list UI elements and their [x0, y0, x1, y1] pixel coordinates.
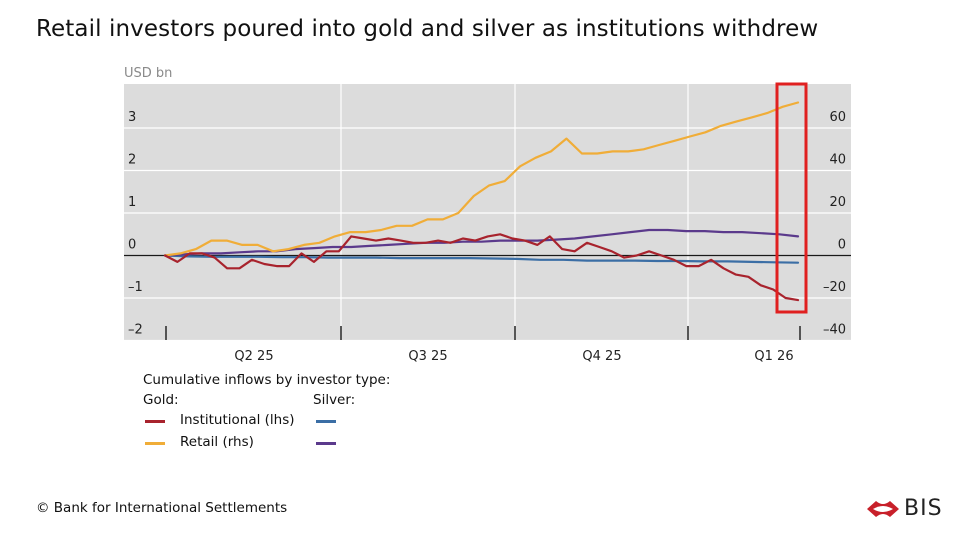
legend-institutional-label: Institutional (lhs) — [180, 412, 295, 428]
bis-logo-text: BIS — [904, 496, 943, 521]
left-tick-label: 3 — [128, 110, 136, 125]
legend-silver-label: Silver: — [313, 392, 356, 408]
right-tick-label: 40 — [829, 153, 846, 168]
chart-title: Retail investors poured into gold and si… — [36, 16, 819, 42]
legend-swatch-silver-institutional — [316, 420, 336, 423]
copyright-footer: © Bank for International Settlements — [36, 500, 288, 516]
grid — [124, 84, 851, 342]
right-tick-label: 0 — [838, 238, 846, 253]
series-gold-institutional — [163, 233, 800, 302]
right-tick-label: 60 — [829, 110, 846, 125]
left-tick-label: 2 — [128, 153, 136, 168]
right-tick-label: –20 — [823, 280, 846, 295]
right-tick-label: –40 — [823, 323, 846, 338]
unit-label: USD bn — [124, 66, 172, 81]
left-tick-label: 0 — [128, 238, 136, 253]
left-tick-label: 1 — [128, 195, 136, 210]
right-tick-label: 20 — [829, 195, 846, 210]
x-tick-label: Q3 25 — [408, 349, 447, 364]
highlight-box — [775, 82, 808, 314]
series-silver-institutional — [163, 254, 800, 264]
x-tick-label: Q1 26 — [754, 349, 793, 364]
x-tick-label: Q4 25 — [582, 349, 621, 364]
left-tick-label: –1 — [128, 280, 143, 295]
legend-heading: Cumulative inflows by investor type: — [143, 372, 391, 388]
legend-swatch-gold-retail — [145, 442, 165, 445]
x-tick-label: Q2 25 — [234, 349, 273, 364]
plot-background — [124, 84, 851, 340]
bis-logo: BIS — [866, 496, 943, 521]
legend-swatch-silver-retail — [316, 442, 336, 445]
series-layer — [163, 82, 808, 314]
series-gold-retail — [163, 101, 800, 257]
bis-emblem-icon — [867, 500, 899, 517]
left-tick-label: –2 — [128, 323, 143, 338]
legend-retail-label: Retail (rhs) — [180, 434, 254, 450]
plot-area — [124, 84, 851, 340]
axes: 3 2 1 0 –1 –2 60 40 20 0 –20 –40 Q2 25 Q3 25 Q4 25 Q1 2… — [128, 110, 846, 364]
legend-gold-label: Gold: — [143, 392, 179, 408]
legend-swatch-gold-institutional — [145, 420, 165, 423]
